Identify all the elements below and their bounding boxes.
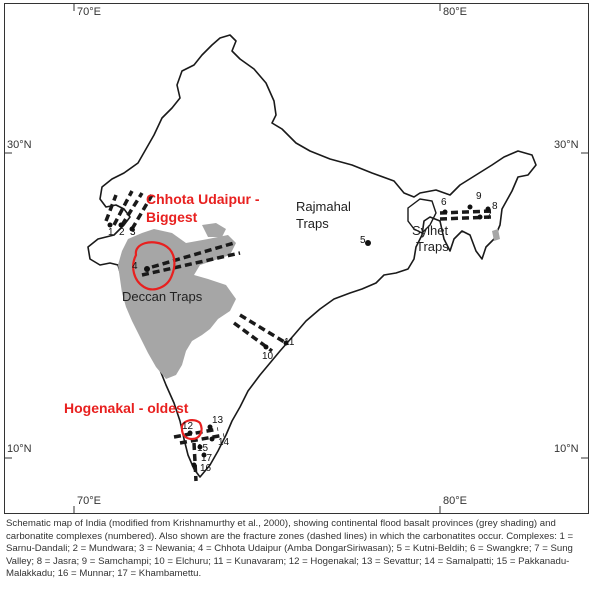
complex-5-dot xyxy=(365,240,371,246)
lat-label-10n-left: 10°N xyxy=(7,443,32,455)
complex-label-16: 16 xyxy=(200,463,212,474)
complex-label-3: 3 xyxy=(130,227,136,238)
complex-14-dot xyxy=(209,436,215,442)
complex-label-2: 2 xyxy=(119,227,125,238)
sylhet-traps-label-line1: Sylhet xyxy=(412,223,449,238)
lat-label-30n-right: 30°N xyxy=(554,139,579,151)
complex-label-10: 10 xyxy=(262,351,274,362)
lat-label-10n-right: 10°N xyxy=(554,443,579,455)
chhota-udaipur-annotation-line2: Biggest xyxy=(146,209,198,225)
complex-10-dot xyxy=(263,344,269,350)
graticule-ticks xyxy=(4,3,589,514)
sylhet-traps-label-line2: Traps xyxy=(416,239,449,254)
complex-label-14: 14 xyxy=(218,437,230,448)
complex-6-dot xyxy=(442,209,448,215)
complex-label-17: 17 xyxy=(201,453,213,464)
complex-label-13: 13 xyxy=(212,415,224,426)
complex-11-dot xyxy=(283,340,289,346)
carbonatite-complexes xyxy=(107,204,491,468)
complex-9-dot xyxy=(467,204,473,210)
hogenakal-highlight xyxy=(180,419,203,441)
lon-label-80e-bottom: 80°E xyxy=(443,495,467,507)
complex-label-7: 7 xyxy=(486,211,492,222)
complex-label-8: 8 xyxy=(492,201,498,212)
lon-label-70e-bottom: 70°E xyxy=(77,495,101,507)
complex-2-dot xyxy=(118,222,124,228)
lon-label-80e-top: 80°E xyxy=(443,6,467,18)
complex-1-dot xyxy=(107,222,113,228)
complex-label-4: 4 xyxy=(132,261,138,272)
complex-label-9: 9 xyxy=(476,191,482,202)
figure-caption: Schematic map of India (modified from Kr… xyxy=(6,518,574,580)
complex-label-11: 11 xyxy=(284,337,295,348)
map-panel: 70°E 80°E 70°E 80°E 30°N 30°N 10°N 10°N … xyxy=(4,3,589,514)
rajmahal-traps-label-line2: Traps xyxy=(296,216,329,231)
rajmahal-traps-label-line1: Rajmahal xyxy=(296,199,351,214)
complex-7-dot xyxy=(477,214,483,220)
complex-15-dot xyxy=(197,444,203,450)
sylhet-region-outline xyxy=(407,198,437,234)
lon-label-70e-top: 70°E xyxy=(77,6,101,18)
map-border xyxy=(4,3,589,514)
complex-13-dot xyxy=(207,424,213,430)
sylhet-traps-patch xyxy=(492,229,500,241)
chhota-udaipur-highlight xyxy=(132,241,176,291)
complex-8-dot xyxy=(485,206,491,212)
complex-4-dot xyxy=(144,266,150,272)
complex-label-1: 1 xyxy=(108,227,114,238)
complex-3-dot xyxy=(129,226,135,232)
complex-label-6: 6 xyxy=(441,197,447,208)
hogenakal-annotation: Hogenakal - oldest xyxy=(64,400,189,416)
deccan-traps-label: Deccan Traps xyxy=(122,289,203,304)
complex-17-dot xyxy=(201,452,207,458)
deccan-traps-patch xyxy=(202,223,226,237)
complex-16-dot xyxy=(191,462,197,468)
lat-label-30n-left: 30°N xyxy=(7,139,32,151)
complex-12-dot xyxy=(187,430,193,436)
complex-label-12: 12 xyxy=(182,421,194,432)
complex-label-5: 5 xyxy=(360,235,366,246)
india-map xyxy=(4,3,589,514)
chhota-udaipur-annotation-line1: Chhota Udaipur - xyxy=(146,191,260,207)
complex-label-15: 15 xyxy=(197,443,209,454)
